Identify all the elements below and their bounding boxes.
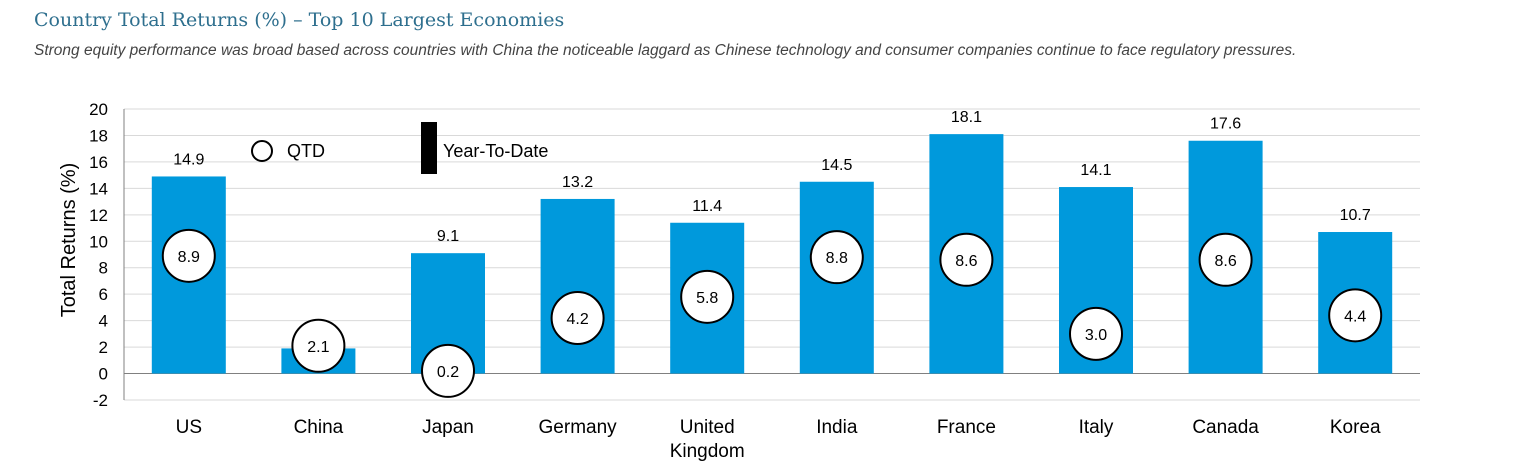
y-tick-label: 0 — [99, 365, 108, 384]
qtd-marker — [939, 232, 994, 287]
x-tick-label: Italy — [1079, 417, 1114, 438]
qtd-value-label: 8.9 — [178, 249, 200, 266]
qtd-marker — [680, 269, 735, 324]
ytd-value-label: 11.4 — [692, 198, 722, 215]
x-tick-label: Korea — [1330, 417, 1381, 438]
y-axis-label: Total Returns (%) — [58, 163, 80, 318]
x-tick-label: Canada — [1192, 417, 1259, 438]
y-tick-label: 4 — [99, 312, 108, 331]
legend-qtd-label: QTD — [287, 141, 325, 161]
ytd-value-label: 10.7 — [1340, 207, 1371, 224]
y-tick-label: 14 — [89, 179, 108, 198]
qtd-value-label: 3.0 — [1085, 327, 1107, 344]
ytd-value-label: 9.1 — [437, 228, 459, 245]
x-tick-label: US — [176, 417, 202, 438]
qtd-value-label: 2.1 — [307, 339, 329, 356]
ytd-bar — [540, 198, 615, 374]
qtd-marker — [1069, 306, 1123, 361]
chart-subtitle: Strong equity performance was broad base… — [34, 42, 1297, 59]
x-tick-label: China — [294, 417, 344, 438]
qtd-value-label: 4.2 — [566, 311, 588, 328]
legend-ytd-marker — [421, 122, 437, 174]
y-tick-label: 2 — [99, 338, 108, 357]
ytd-value-label: 18.1 — [951, 109, 982, 126]
ytd-value-label: 14.9 — [173, 151, 204, 168]
qtd-marker — [291, 318, 346, 373]
qtd-value-label: 8.8 — [826, 250, 848, 267]
legend-qtd-marker — [251, 140, 273, 162]
qtd-value-label: 0.2 — [437, 364, 459, 381]
ytd-value-label: 17.6 — [1210, 116, 1241, 133]
x-tick-label: Germany — [539, 417, 618, 438]
ytd-value-label: 14.1 — [1080, 162, 1111, 179]
y-tick-label: 8 — [99, 259, 108, 278]
y-tick-label: 20 — [89, 100, 108, 119]
x-tick-label: India — [816, 417, 858, 438]
x-tick-label: France — [937, 417, 996, 438]
qtd-value-label: 5.8 — [696, 290, 718, 307]
y-tick-label: 18 — [89, 126, 108, 145]
qtd-marker — [161, 228, 216, 283]
x-tick-label: Kingdom — [670, 441, 745, 462]
y-tick-label: 6 — [99, 285, 108, 304]
qtd-marker — [809, 230, 864, 285]
x-tick-label: Japan — [422, 417, 474, 438]
qtd-value-label: 8.6 — [1214, 253, 1236, 270]
qtd-value-label: 8.6 — [955, 253, 977, 270]
x-tick-label: United — [680, 417, 735, 438]
qtd-marker — [1198, 232, 1253, 287]
y-tick-label: 10 — [89, 232, 108, 251]
qtd-marker — [550, 290, 605, 345]
y-tick-label: 12 — [89, 206, 108, 225]
legend: QTD Year-To-Date — [251, 122, 548, 174]
qtd-marker — [421, 343, 475, 398]
qtd-marker — [1328, 288, 1383, 343]
chart-title: Country Total Returns (%) – Top 10 Large… — [34, 9, 565, 31]
y-tick-label: -2 — [93, 391, 108, 410]
qtd-value-label: 4.4 — [1344, 308, 1366, 325]
y-tick-label: 16 — [89, 153, 108, 172]
data-labels: 14.98.91.92.19.10.213.24.211.45.814.58.8… — [161, 109, 1383, 398]
ytd-value-label: 14.5 — [821, 157, 852, 174]
legend-ytd-label: Year-To-Date — [443, 141, 548, 161]
ytd-value-label: 13.2 — [562, 174, 593, 191]
